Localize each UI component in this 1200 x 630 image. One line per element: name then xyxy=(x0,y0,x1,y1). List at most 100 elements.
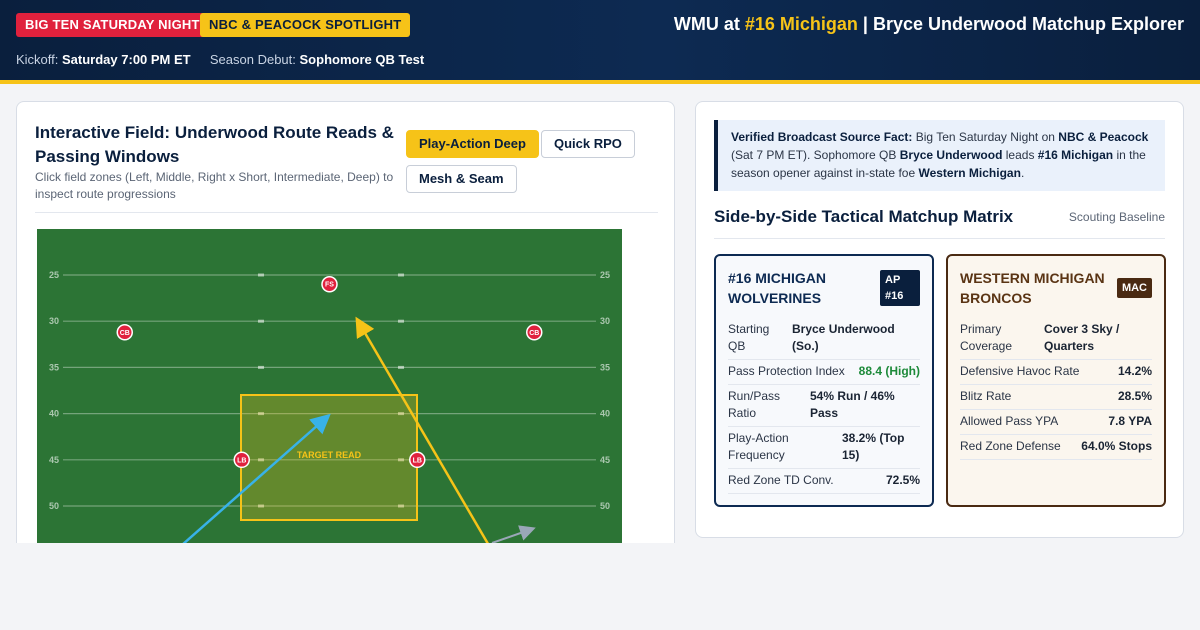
yard-number: 35 xyxy=(600,362,610,372)
defenders: FS CB CB LB LB xyxy=(116,275,543,469)
yard-number: 25 xyxy=(49,270,59,280)
kickoff-label: Kickoff: xyxy=(16,52,59,67)
stat-label: Red Zone Defense xyxy=(960,439,1061,453)
stat-value: 72.5% xyxy=(885,473,920,487)
play-action-deep-button[interactable]: Play-Action Deep xyxy=(406,130,539,158)
stat-row: Primary Coverage Cover 3 Sky / Quarters xyxy=(960,318,1152,360)
yard-number: 45 xyxy=(49,455,59,465)
defender-marker[interactable]: CB xyxy=(526,324,543,341)
yard-number: 50 xyxy=(49,501,59,511)
defender-marker[interactable]: CB xyxy=(116,324,133,341)
defender-dot xyxy=(116,324,133,341)
stat-label: Blitz Rate xyxy=(960,389,1012,403)
app-header: BIG TEN SATURDAY NIGHT NBC & PEACOCK SPO… xyxy=(0,0,1200,84)
target-read-label: TARGET READ xyxy=(297,450,362,460)
stat-value: Bryce Underwood (So.) xyxy=(792,322,895,353)
matchup-panel: Verified Broadcast Source Fact: Big Ten … xyxy=(695,101,1184,538)
defender-dot xyxy=(233,451,250,469)
yard-number: 40 xyxy=(600,409,610,419)
field-panel-hint: Click field zones (Left, Middle, Right x… xyxy=(35,170,394,201)
network-badge: NBC & PEACOCK SPOTLIGHT xyxy=(200,13,411,37)
source-text: Big Ten Saturday Night on xyxy=(912,130,1059,144)
route-post[interactable] xyxy=(355,316,491,543)
stat-row: Blitz Rate 28.5% xyxy=(960,385,1152,410)
stat-label: Run/Pass Ratio xyxy=(728,389,781,420)
divider xyxy=(35,212,658,213)
defender-label: LB xyxy=(237,457,246,464)
stat-value: 64.0% Stops xyxy=(1081,439,1152,453)
stat-row: Defensive Havoc Rate 14.2% xyxy=(960,360,1152,385)
game-info: Kickoff: Saturday 7:00 PM ET Season Debu… xyxy=(16,52,424,67)
yard-lines: 25 25 30 30 35 35 40 40 45 45 50 50 xyxy=(49,270,610,511)
team-name: #16 MICHIGAN WOLVERINES xyxy=(728,270,827,306)
stat-label: Pass Protection Index xyxy=(728,364,845,378)
field-panel-title: Interactive Field: Underwood Route Reads… xyxy=(35,123,394,166)
wmu-card[interactable]: WESTERN MICHIGAN BRONCOS MAC Primary Cov… xyxy=(946,254,1166,507)
team-name: WESTERN MICHIGAN BRONCOS xyxy=(960,270,1105,306)
yard-number: 30 xyxy=(600,316,610,326)
route-check[interactable] xyxy=(491,525,536,543)
defender-marker[interactable]: FS xyxy=(321,275,338,293)
mesh-seam-button[interactable]: Mesh & Seam xyxy=(406,165,517,193)
source-lead: Verified Broadcast Source Fact: xyxy=(731,130,913,144)
stat-row: Play-Action Frequency 38.2% (Top 15) xyxy=(728,427,920,469)
stat-label: Red Zone TD Conv. xyxy=(728,473,834,487)
page-title: WMU at #16 Michigan | Bryce Underwood Ma… xyxy=(674,14,1184,35)
defender-dot xyxy=(409,451,426,469)
stat-row: Pass Protection Index 88.4 (High) xyxy=(728,360,920,385)
defender-marker[interactable]: LB xyxy=(233,451,250,469)
source-fact-callout: Verified Broadcast Source Fact: Big Ten … xyxy=(714,120,1165,191)
stat-list: Starting QB Bryce Underwood (So.) Pass Pr… xyxy=(728,318,920,494)
source-text: . xyxy=(1020,166,1025,180)
stat-value: 54% Run / 46% Pass xyxy=(810,389,895,420)
defender-label: CB xyxy=(529,330,539,337)
stat-label: Primary Coverage xyxy=(960,322,1013,353)
defender-marker[interactable]: LB xyxy=(409,451,426,469)
source-opponent: Western Michigan xyxy=(918,166,1021,180)
source-text: leads xyxy=(1002,148,1038,162)
defender-dot xyxy=(526,324,543,341)
yard-number: 45 xyxy=(600,455,610,465)
field-panel: Interactive Field: Underwood Route Reads… xyxy=(16,101,675,543)
stat-row: Allowed Pass YPA 7.8 YPA xyxy=(960,410,1152,435)
stat-label: Allowed Pass YPA xyxy=(960,414,1059,428)
matrix-tag: Scouting Baseline xyxy=(1068,210,1165,224)
title-prefix: WMU at xyxy=(673,14,745,34)
debut-value: Sophomore QB Test xyxy=(299,52,425,67)
title-suffix: | Bryce Underwood Matchup Explorer xyxy=(857,14,1184,34)
stat-value: Cover 3 Sky / Quarters xyxy=(1044,322,1120,353)
yard-number: 50 xyxy=(600,501,610,511)
divider xyxy=(714,238,1165,239)
stat-list: Primary Coverage Cover 3 Sky / Quarters D… xyxy=(960,318,1152,460)
yard-number: 40 xyxy=(49,409,59,419)
source-network: NBC & Peacock xyxy=(1058,130,1149,144)
title-accent: #16 Michigan xyxy=(744,14,858,34)
route-dig[interactable] xyxy=(182,413,331,543)
stat-row: Run/Pass Ratio 54% Run / 46% Pass xyxy=(728,385,920,427)
stat-value: 28.5% xyxy=(1117,389,1152,403)
conference-badge: MAC xyxy=(1116,278,1152,298)
source-team: #16 Michigan xyxy=(1037,148,1114,162)
stat-value: 38.2% (Top 15) xyxy=(842,431,905,462)
stat-value: 88.4 (High) xyxy=(858,364,920,378)
source-text: (Sat 7 PM ET). Sophomore QB xyxy=(731,148,900,162)
source-text: in the season opener against in-state fo… xyxy=(731,148,1146,180)
defender-label: CB xyxy=(120,330,130,337)
stat-row: Red Zone TD Conv. 72.5% xyxy=(728,469,920,494)
stat-value: 14.2% xyxy=(1117,364,1152,378)
matrix-title: Side-by-Side Tactical Matchup Matrix xyxy=(714,207,1014,226)
football-field[interactable]: 25 25 30 30 35 35 40 40 45 45 50 50 TARGET READ FS C… xyxy=(37,229,622,543)
stat-row: Starting QB Bryce Underwood (So.) xyxy=(728,318,920,360)
defender-label: LB xyxy=(413,457,422,464)
quick-rpo-button[interactable]: Quick RPO xyxy=(541,130,635,158)
kickoff-value: Saturday 7:00 PM ET xyxy=(62,52,191,67)
stat-row: Red Zone Defense 64.0% Stops xyxy=(960,435,1152,460)
stat-label: Defensive Havoc Rate xyxy=(960,364,1080,378)
defender-label: FS xyxy=(325,282,334,289)
michigan-card[interactable]: #16 MICHIGAN WOLVERINES AP #16 Starting … xyxy=(714,254,934,507)
defender-dot xyxy=(321,275,338,293)
stat-value: 7.8 YPA xyxy=(1108,414,1152,428)
stat-label: Starting QB xyxy=(728,322,770,353)
yard-number: 35 xyxy=(49,362,59,372)
yard-number: 30 xyxy=(49,316,59,326)
